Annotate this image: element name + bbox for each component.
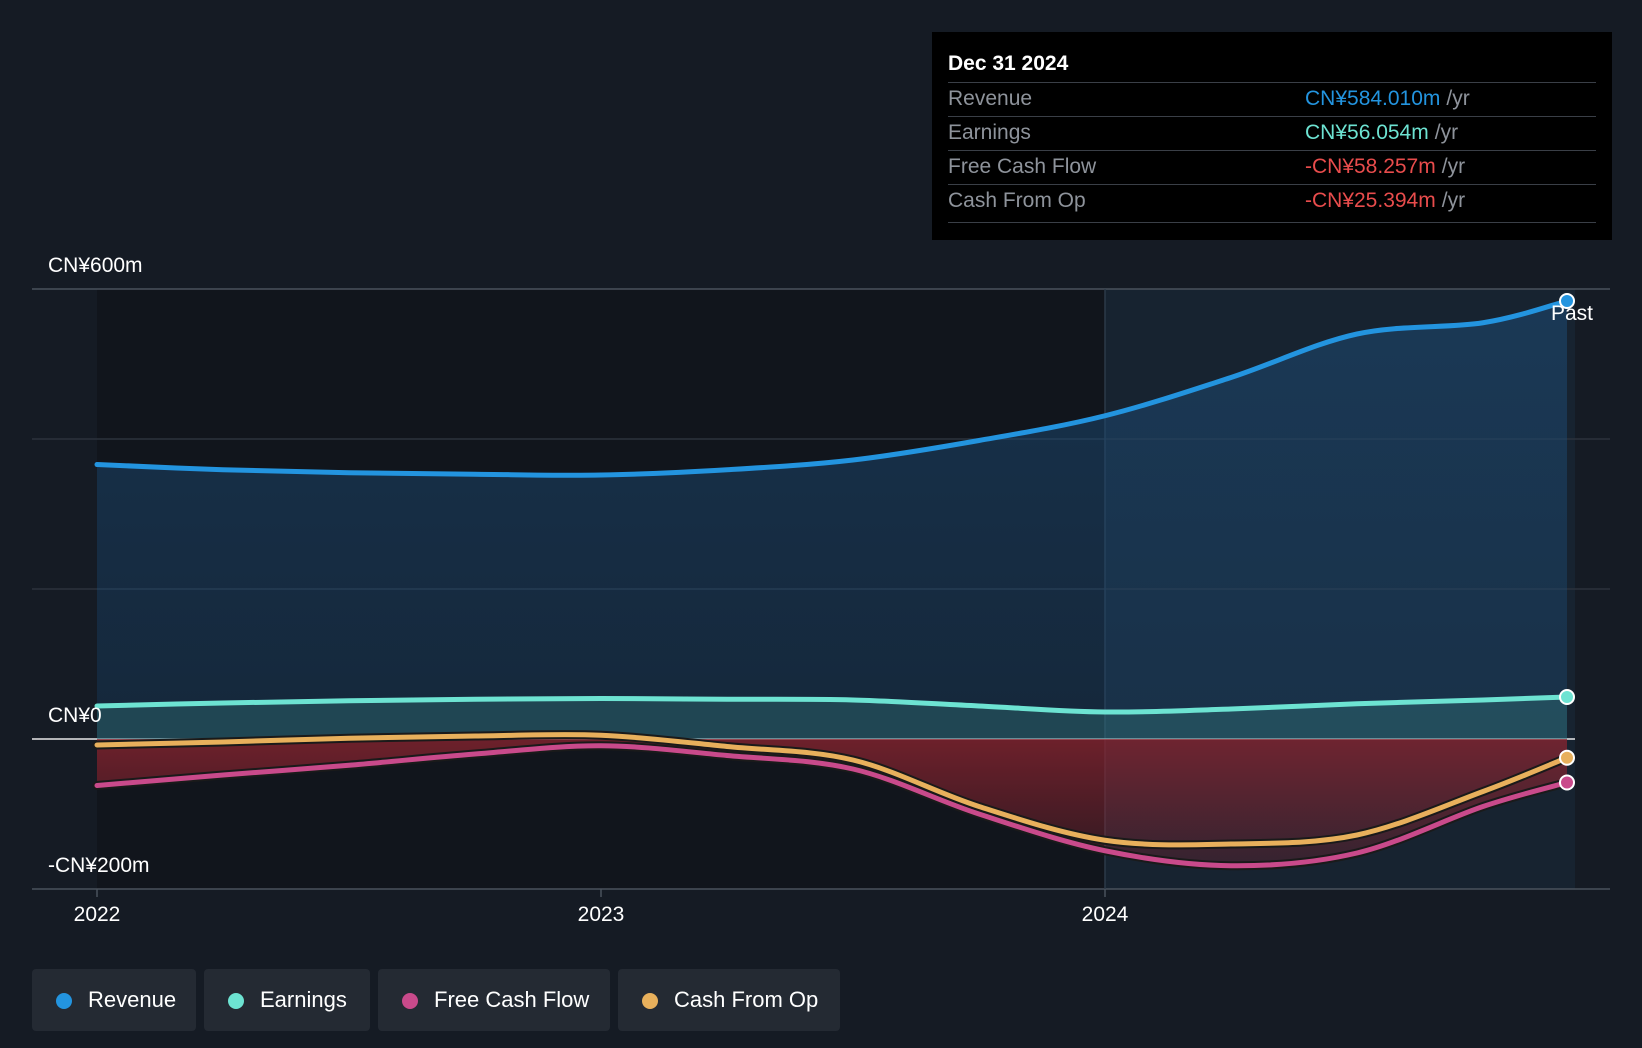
tooltip-panel: Dec 31 2024 Revenue CN¥584.010m/yr Earni… xyxy=(932,32,1612,240)
tooltip-unit: /yr xyxy=(1446,87,1470,110)
legend-dot-icon xyxy=(402,993,418,1009)
tooltip-date: Dec 31 2024 xyxy=(948,52,1069,75)
legend-item-free-cash-flow[interactable]: Free Cash Flow xyxy=(378,969,610,1031)
legend-dot-icon xyxy=(228,993,244,1009)
tooltip-value-text: -CN¥58.257m xyxy=(1305,155,1436,178)
legend-dot-icon xyxy=(642,993,658,1009)
tooltip-value: -CN¥58.257m/yr xyxy=(1305,155,1465,179)
legend-label: Revenue xyxy=(88,987,177,1012)
y-label-top: CN¥600m xyxy=(48,254,143,277)
tooltip-value-text: -CN¥25.394m xyxy=(1305,189,1436,212)
y-label-bottom: -CN¥200m xyxy=(48,854,150,877)
cash-from-op-end-marker xyxy=(1559,749,1575,766)
free-cash-flow-line xyxy=(94,743,1570,869)
legend-dot-icon xyxy=(56,993,72,1009)
tooltip-value: CN¥584.010m/yr xyxy=(1305,87,1470,111)
revenue-line xyxy=(94,298,1570,478)
x-tick-label: 2024 xyxy=(1082,903,1129,926)
tooltip-row-earnings: Earnings CN¥56.054m/yr xyxy=(948,116,1596,151)
tooltip-value: CN¥56.054m/yr xyxy=(1305,121,1458,145)
tooltip-value-text: CN¥584.010m xyxy=(1305,87,1441,110)
tooltip-divider xyxy=(948,222,1596,223)
tooltip-label: Cash From Op xyxy=(948,189,1086,212)
legend-item-revenue[interactable]: Revenue xyxy=(32,969,196,1031)
tooltip-row-free-cash-flow: Free Cash Flow -CN¥58.257m/yr xyxy=(948,150,1596,185)
tooltip-value: -CN¥25.394m/yr xyxy=(1305,189,1465,213)
legend-label: Earnings xyxy=(260,987,347,1012)
tooltip-row-cash-from-op: Cash From Op -CN¥25.394m/yr xyxy=(948,184,1596,219)
revenue-area xyxy=(97,301,1567,739)
tooltip-label: Revenue xyxy=(948,87,1033,110)
tooltip-unit: /yr xyxy=(1441,189,1466,212)
tooltip-unit: /yr xyxy=(1434,121,1459,144)
earnings-area xyxy=(97,697,1567,739)
tooltip-label: Earnings xyxy=(948,121,1031,144)
earnings-end-marker xyxy=(1559,689,1575,705)
tooltip-row-revenue: Revenue CN¥584.010m/yr xyxy=(948,82,1596,117)
cash-from-op-line xyxy=(94,732,1570,848)
earnings-line xyxy=(94,694,1570,715)
legend-item-earnings[interactable]: Earnings xyxy=(204,969,370,1031)
x-tick-label: 2023 xyxy=(578,903,625,926)
tooltip-unit: /yr xyxy=(1441,155,1466,178)
legend-label: Cash From Op xyxy=(674,987,819,1012)
legend-item-cash-from-op[interactable]: Cash From Op xyxy=(618,969,840,1031)
revenue-end-marker xyxy=(1559,293,1575,309)
legend-label: Free Cash Flow xyxy=(434,987,590,1012)
x-tick-label: 2022 xyxy=(74,903,121,926)
free-cash-flow-end-marker xyxy=(1559,774,1575,791)
tooltip-value-text: CN¥56.054m xyxy=(1305,121,1429,144)
y-label-zero: CN¥0 xyxy=(48,704,102,727)
past-label: Past xyxy=(1551,302,1593,325)
free-cash-flow-area xyxy=(97,739,1567,866)
tooltip-label: Free Cash Flow xyxy=(948,155,1097,178)
